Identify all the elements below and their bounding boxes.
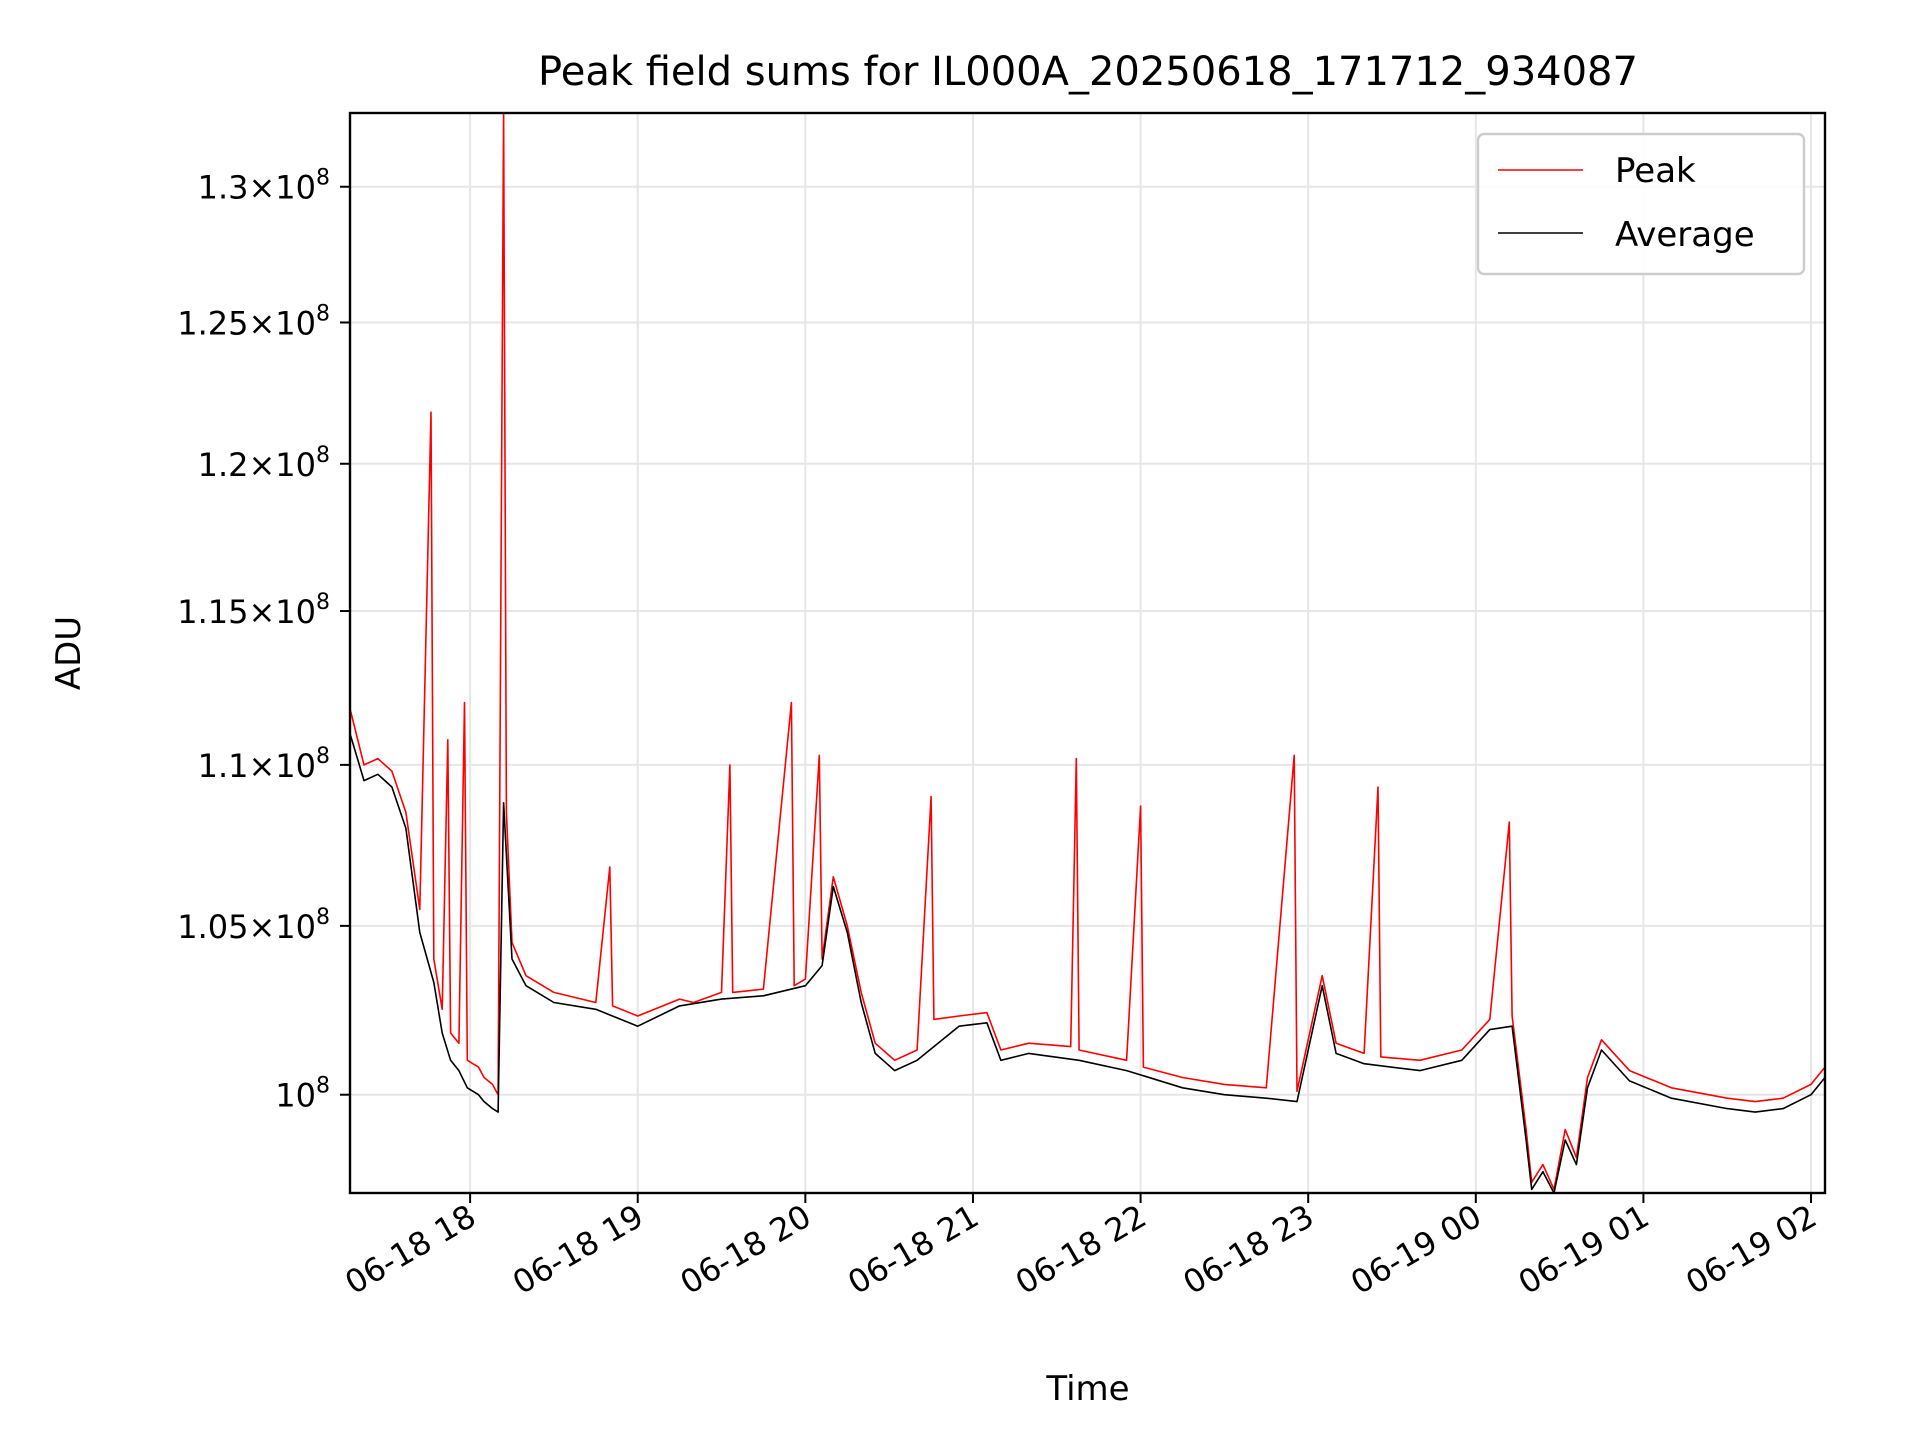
legend-label-average: Average	[1615, 215, 1755, 255]
y-tick-label: 1.05×108	[177, 905, 330, 946]
legend: Peak Average	[1476, 132, 1806, 276]
legend-label-peak: Peak	[1615, 151, 1696, 191]
plot-frame	[348, 111, 1827, 1195]
y-tick-label: 1.15×108	[177, 590, 330, 631]
grid	[350, 113, 1825, 1193]
series-line-peak	[349, 112, 1826, 1191]
chart-title: Peak field sums for IL000A_20250618_1717…	[538, 49, 1638, 95]
series-line-average	[349, 733, 1826, 1194]
legend-box	[1476, 132, 1806, 276]
y-tick-label: 1.1×108	[198, 744, 330, 785]
y-tick-label: 1.3×108	[198, 166, 330, 207]
y-tick-label: 108	[275, 1074, 330, 1115]
series-layer	[349, 112, 1826, 1194]
y-axis: 108 1.05×108 1.1×108 1.15×108 1.2×108 1.25×10…	[177, 166, 350, 1115]
y-tick-label: 1.2×108	[198, 443, 330, 484]
y-tick-label: 1.25×108	[177, 301, 330, 342]
y-axis-label: ADU	[49, 616, 89, 690]
x-axis-label: Time	[1045, 1369, 1129, 1409]
